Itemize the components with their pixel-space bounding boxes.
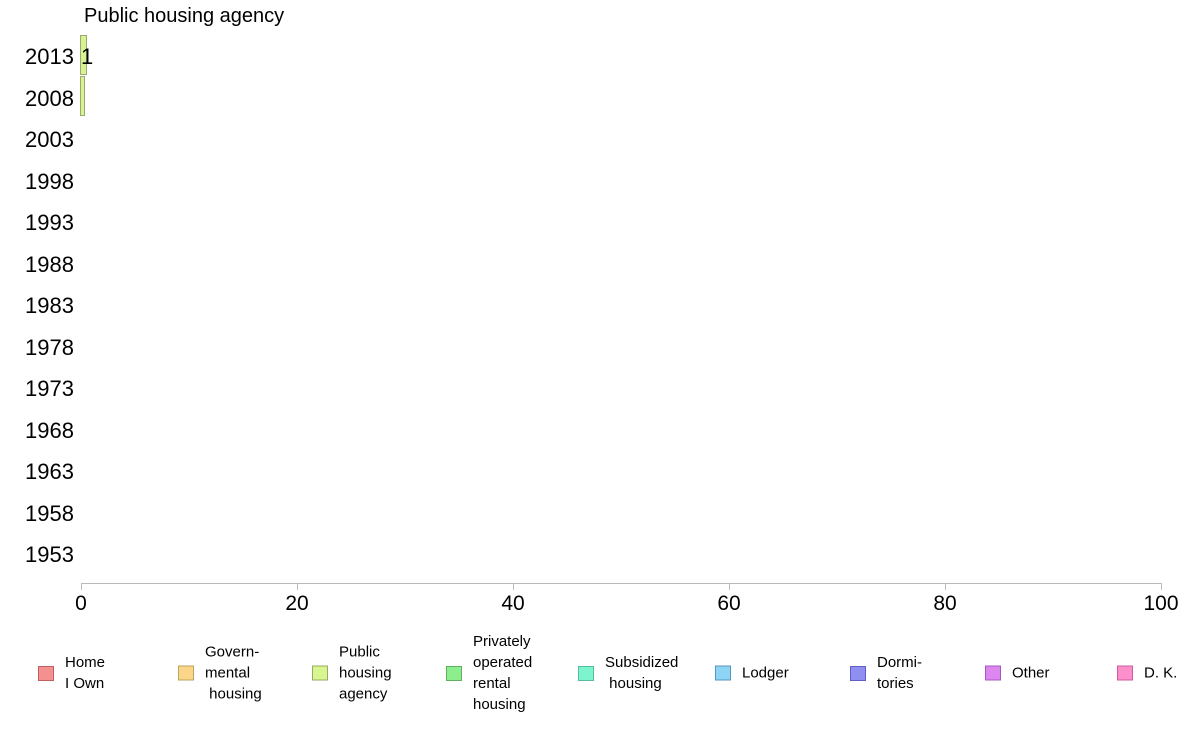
chart-row: 2008: [0, 76, 1188, 120]
legend-label: Privately operated rental housing: [473, 633, 533, 713]
x-axis-tick-label: 20: [285, 592, 309, 615]
legend-item-d-k-: D. K.: [1117, 663, 1177, 684]
legend-label: D. K.: [1144, 664, 1178, 682]
chart-row: 1968: [0, 410, 1188, 452]
legend-item-privately-operated-rental-housing: Privately operated rental housing: [446, 631, 532, 715]
legend-label: Subsidized housing: [605, 654, 679, 692]
chart-title: Public housing agency: [84, 5, 285, 27]
legend-item-subsidized-housing: Subsidized housing: [578, 652, 678, 694]
x-axis-tick-label: 80: [933, 592, 957, 615]
x-axis-line: [81, 583, 1161, 584]
y-axis-label: 1968: [25, 417, 74, 443]
y-axis-label: 1953: [25, 542, 74, 567]
legend-swatch-icon: [985, 665, 1001, 681]
y-axis-label: 2008: [25, 85, 74, 111]
x-axis-tick-mark: [944, 583, 946, 590]
y-axis-label: 1988: [25, 251, 74, 277]
chart-row: 1993: [0, 202, 1188, 244]
y-axis-label: 1978: [25, 334, 74, 360]
chart-row: 1963: [0, 451, 1188, 493]
legend-swatch-icon: [312, 665, 328, 681]
chart-row: 1958: [0, 493, 1188, 535]
legend-label: Public housing agency: [339, 643, 392, 703]
y-axis-label: 1958: [25, 500, 74, 526]
legend-swatch-icon: [446, 665, 462, 681]
y-axis-label: 2003: [25, 127, 74, 152]
legend-label: Home I Own: [65, 654, 106, 692]
legend-label: Lodger: [742, 664, 789, 682]
chart-row: 2003: [0, 119, 1188, 161]
x-axis-tick-mark: [728, 583, 730, 590]
chart-row: 1998: [0, 161, 1188, 203]
bar-value-label: 1: [81, 44, 94, 69]
y-axis-label: 1963: [25, 459, 74, 484]
legend-swatch-icon: [1117, 665, 1133, 681]
legend-item-public-housing-agency: Public housing agency: [312, 642, 392, 705]
y-axis-label: 1998: [25, 168, 74, 194]
chart-row: 1953: [0, 534, 1188, 576]
x-axis-tick-label: 100: [1143, 592, 1179, 615]
bar-2013: [80, 34, 87, 75]
x-axis-tick-label: 0: [75, 592, 87, 615]
legend-swatch-icon: [578, 665, 594, 681]
legend-label: Dormi- tories: [877, 654, 922, 692]
x-axis-tick-mark: [512, 583, 514, 590]
legend-swatch-icon: [38, 665, 54, 681]
legend-swatch-icon: [715, 665, 731, 681]
legend-item-govern-mental-housing: Govern- mental housing: [178, 642, 262, 705]
chart-row: 1988: [0, 244, 1188, 286]
chart-row: 1978: [0, 327, 1188, 369]
legend-item-home-i-own: Home I Own: [38, 652, 105, 694]
chart-row: 1973: [0, 368, 1188, 410]
x-axis-tick-mark: [80, 583, 82, 590]
x-axis-tick-label: 60: [717, 592, 741, 615]
y-axis-label: 2013: [25, 44, 74, 69]
legend-swatch-icon: [178, 665, 194, 681]
legend-item-dormi-tories: Dormi- tories: [850, 652, 922, 694]
legend-label: Other: [1012, 664, 1050, 682]
bar-2008: [80, 76, 85, 117]
chart-row: 2013 1: [0, 34, 1188, 78]
x-axis-tick-label: 40: [501, 592, 525, 615]
x-axis-tick-mark: [296, 583, 298, 590]
legend-label: Govern- mental housing: [205, 643, 262, 703]
y-axis-label: 1983: [25, 293, 74, 318]
x-axis-tick-mark: [1160, 583, 1162, 590]
legend-item-lodger: Lodger: [715, 663, 789, 684]
chart-row: 1983: [0, 285, 1188, 327]
y-axis-label: 1993: [25, 210, 74, 235]
legend-swatch-icon: [850, 665, 866, 681]
y-axis-label: 1973: [25, 376, 74, 401]
legend-item-other: Other: [985, 663, 1050, 684]
